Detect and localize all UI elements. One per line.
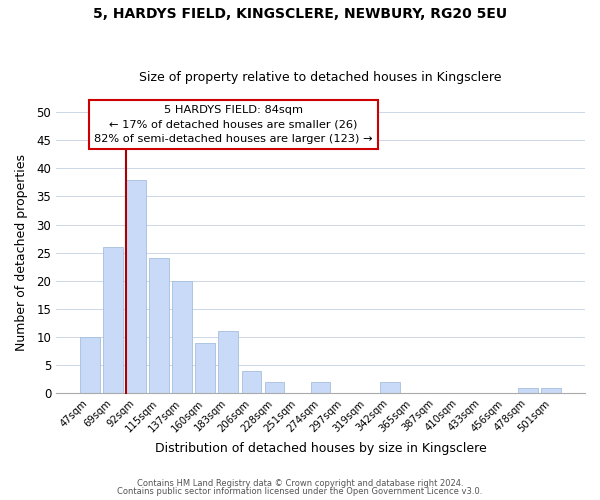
Title: Size of property relative to detached houses in Kingsclere: Size of property relative to detached ho… [139,72,502,85]
Text: 5, HARDYS FIELD, KINGSCLERE, NEWBURY, RG20 5EU: 5, HARDYS FIELD, KINGSCLERE, NEWBURY, RG… [93,8,507,22]
Bar [380,382,400,393]
X-axis label: Distribution of detached houses by size in Kingsclere: Distribution of detached houses by size … [155,442,487,455]
Bar [218,332,238,393]
Text: Contains public sector information licensed under the Open Government Licence v3: Contains public sector information licen… [118,487,482,496]
Bar [80,337,100,393]
Text: 5 HARDYS FIELD: 84sqm
← 17% of detached houses are smaller (26)
82% of semi-deta: 5 HARDYS FIELD: 84sqm ← 17% of detached … [94,105,373,144]
Bar [126,180,146,393]
Bar [172,280,192,393]
Bar [541,388,561,393]
Bar [149,258,169,393]
Bar [103,247,123,393]
Bar [242,370,261,393]
Bar [518,388,538,393]
Text: Contains HM Land Registry data © Crown copyright and database right 2024.: Contains HM Land Registry data © Crown c… [137,478,463,488]
Bar [265,382,284,393]
Bar [311,382,331,393]
Y-axis label: Number of detached properties: Number of detached properties [15,154,28,351]
Bar [196,342,215,393]
